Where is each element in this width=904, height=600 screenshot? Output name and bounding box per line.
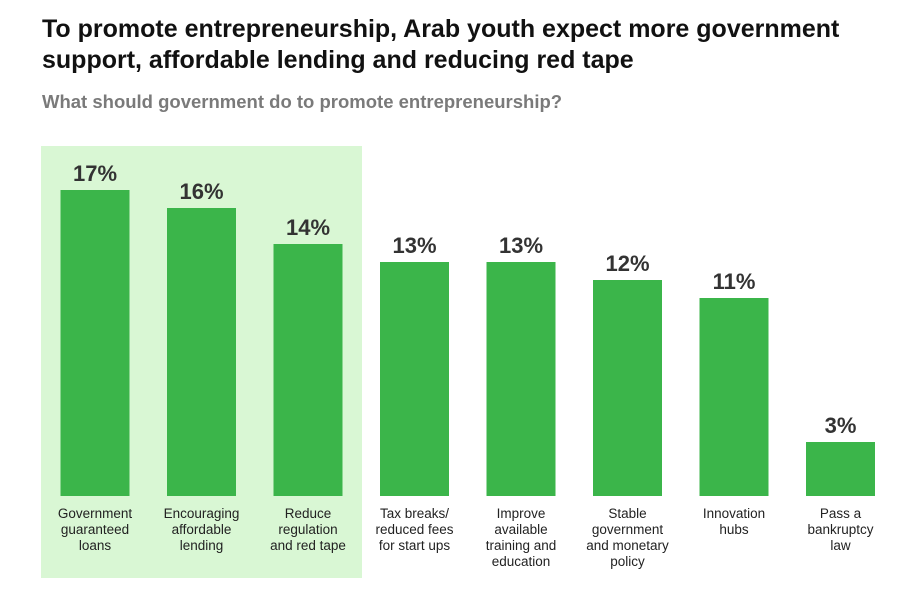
category-label-1: Encouraging affordable lending (163, 506, 240, 553)
value-label-3: 13% (392, 233, 436, 258)
category-label-4: Improve available training and education (485, 506, 557, 569)
bar-4 (486, 262, 556, 496)
bar-0 (60, 190, 130, 496)
value-label-5: 12% (605, 251, 649, 276)
value-label-6: 11% (713, 269, 756, 294)
bar-6 (699, 298, 769, 496)
value-label-1: 16% (179, 179, 223, 204)
category-label-3: Tax breaks/ reduced fees for start ups (375, 506, 454, 553)
bar-1 (167, 208, 236, 496)
bar-2 (273, 244, 343, 496)
value-label-4: 13% (499, 233, 543, 258)
bar-3 (380, 262, 449, 496)
value-label-7: 3% (825, 413, 857, 438)
category-label-0: Government guaranteed loans (57, 506, 133, 553)
value-label-2: 14% (286, 215, 330, 240)
value-label-0: 17% (73, 161, 117, 186)
category-label-7: Pass a bankruptcy law (807, 506, 874, 553)
category-label-5: Stable government and monetary policy (586, 506, 669, 569)
chart-subtitle: What should government do to promote ent… (42, 91, 563, 112)
bar-5 (593, 280, 662, 496)
chart-title: To promote entrepreneurship, Arab youth … (42, 15, 840, 74)
category-label-6: Innovation hubs (702, 506, 766, 537)
bar-7 (806, 442, 875, 496)
category-label-2: Reduce regulation and red tape (270, 506, 346, 553)
